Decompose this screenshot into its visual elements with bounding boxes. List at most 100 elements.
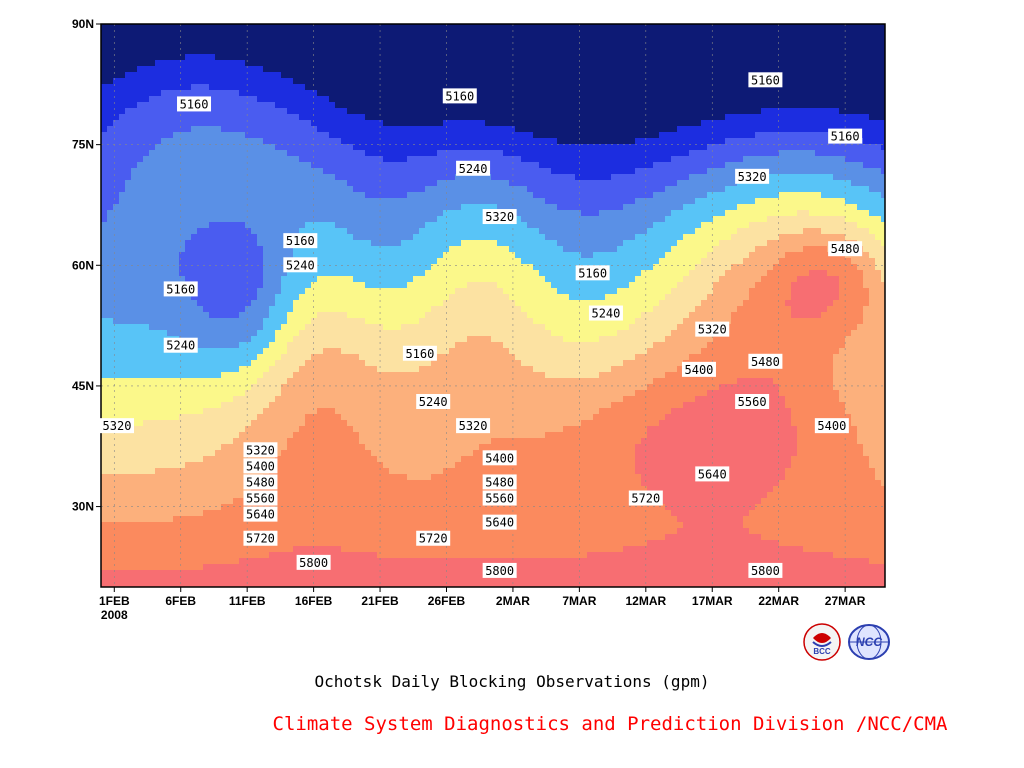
field-cell [257,270,264,277]
field-cell [359,366,366,373]
field-cell [131,342,138,349]
field-cell [155,582,162,587]
field-cell [155,48,162,55]
field-cell [125,504,132,511]
field-cell [185,168,192,175]
field-cell [311,276,318,283]
field-cell [389,318,396,325]
field-cell [125,510,132,517]
field-cell [341,174,348,181]
field-cell [257,546,264,553]
field-cell [185,294,192,301]
field-cell [245,564,252,571]
field-cell [353,294,360,301]
field-cell [101,144,108,151]
field-cell [185,390,192,397]
field-cell [401,144,408,151]
field-cell [329,204,336,211]
field-cell [149,570,156,577]
field-cell [227,396,234,403]
field-cell [395,42,402,49]
field-cell [221,180,228,187]
field-cell [293,60,300,67]
field-cell [215,198,222,205]
field-cell [413,276,420,283]
field-cell [371,66,378,73]
field-cell [101,66,108,73]
field-cell [215,432,222,439]
field-cell [239,30,246,37]
field-cell [137,504,144,511]
field-cell [389,264,396,271]
field-cell [293,378,300,385]
field-cell [155,204,162,211]
field-cell [413,294,420,301]
field-cell [191,306,198,313]
field-cell [395,216,402,223]
field-cell [329,288,336,295]
field-cell [149,30,156,37]
field-cell [287,324,294,331]
field-cell [365,564,372,571]
field-cell [305,522,312,529]
field-cell [215,576,222,583]
field-cell [191,480,198,487]
field-cell [155,42,162,49]
field-cell [395,66,402,73]
field-cell [299,468,306,475]
field-cell [311,510,318,517]
field-cell [371,108,378,115]
field-cell [209,84,216,91]
field-cell [197,570,204,577]
field-cell [281,210,288,217]
field-cell [317,72,324,79]
field-cell [203,168,210,175]
field-cell [143,552,150,559]
field-cell [119,276,126,283]
field-cell [299,144,306,151]
field-cell [413,474,420,481]
field-cell [413,546,420,553]
field-cell [281,144,288,151]
field-cell [167,300,174,307]
field-cell [131,528,138,535]
field-cell [395,174,402,181]
field-cell [275,84,282,91]
field-cell [161,504,168,511]
field-cell [329,366,336,373]
field-cell [125,408,132,415]
field-cell [311,252,318,259]
field-cell [185,24,192,31]
field-cell [263,564,270,571]
field-cell [329,234,336,241]
field-cell [143,36,150,43]
field-cell [377,282,384,289]
field-cell [281,294,288,301]
field-cell [119,480,126,487]
field-cell [341,486,348,493]
field-cell [233,258,240,265]
field-cell [107,582,114,587]
field-cell [197,216,204,223]
field-cell [353,468,360,475]
field-cell [299,204,306,211]
field-cell [311,156,318,163]
field-cell [323,186,330,193]
field-cell [305,168,312,175]
field-cell [359,462,366,469]
field-cell [365,426,372,433]
field-cell [227,498,234,505]
field-cell [365,366,372,373]
field-cell [263,246,270,253]
field-cell [125,336,132,343]
field-cell [347,42,354,49]
field-cell [401,84,408,91]
field-cell [323,522,330,529]
field-cell [209,582,216,587]
field-cell [287,24,294,31]
field-cell [317,258,324,265]
field-cell [329,582,336,587]
field-cell [287,426,294,433]
field-cell [143,462,150,469]
field-cell [197,246,204,253]
